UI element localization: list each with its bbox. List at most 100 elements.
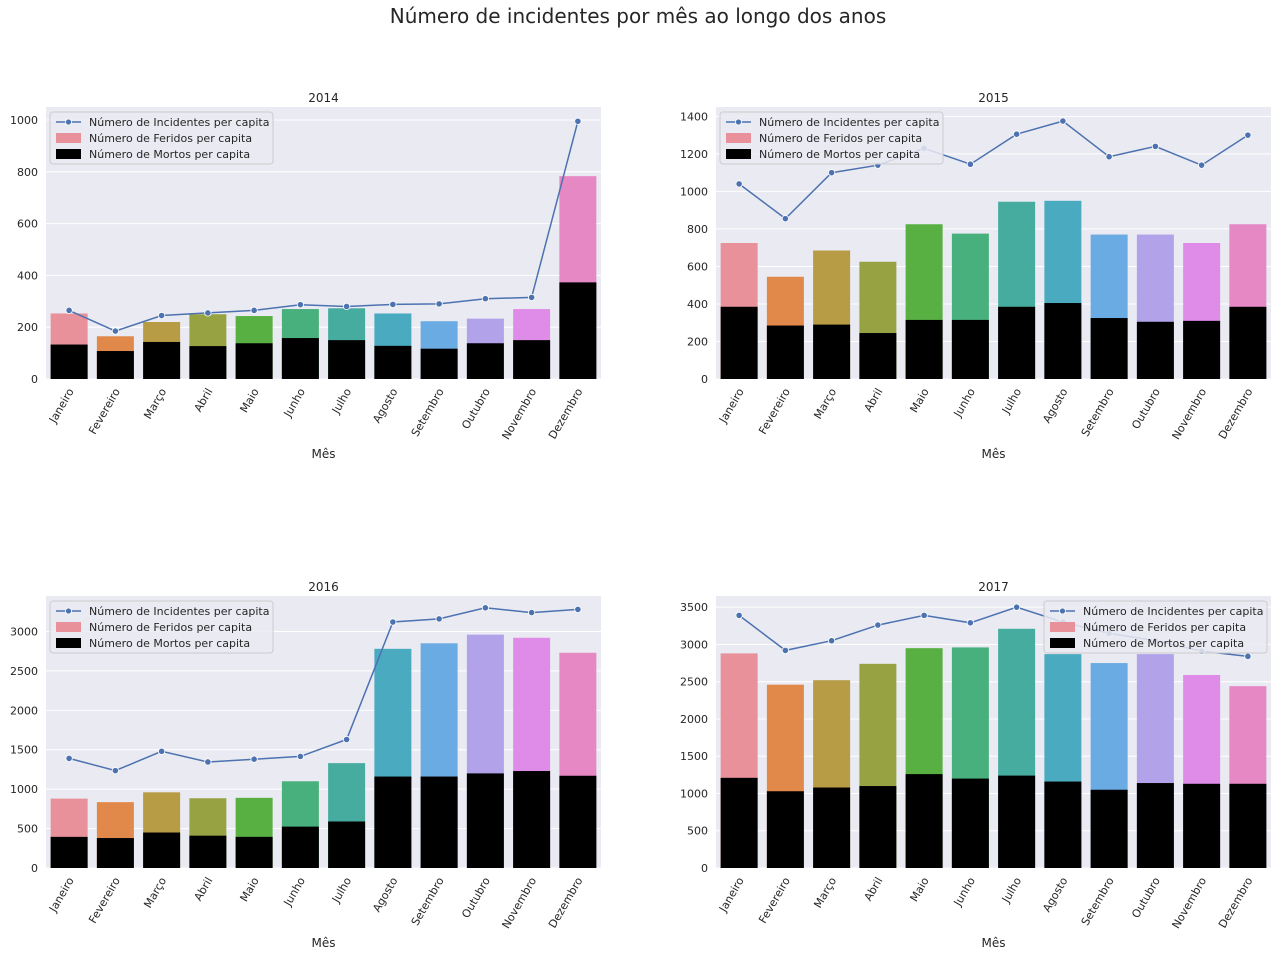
y-tick-label: 500 <box>687 825 708 838</box>
y-tick-label: 0 <box>31 862 38 875</box>
legend-swatch-feridos <box>56 133 81 143</box>
y-tick-label: 3000 <box>10 625 38 638</box>
chart-title: 2015 <box>978 91 1009 105</box>
x-tick-label: Setembro <box>1079 386 1117 439</box>
y-tick-label: 1500 <box>10 744 38 757</box>
legend-frame <box>49 600 274 654</box>
x-tick-label: Março <box>811 386 839 422</box>
x-tick-label: Setembro <box>1079 875 1117 928</box>
point-incidentes-Dezembro <box>1244 131 1252 139</box>
bar-mortos-Janeiro <box>720 777 758 868</box>
legend-marker-swatch <box>65 118 72 126</box>
x-tick-label: Dezembro <box>1216 386 1256 442</box>
y-tick-label: 3000 <box>680 638 708 651</box>
y-tick-label: 1400 <box>680 110 708 123</box>
legend-label-mortos: Número de Mortos per capita <box>89 148 250 161</box>
bar-mortos-Novembro <box>513 340 551 379</box>
y-tick-label: 800 <box>17 166 38 179</box>
y-tick-label: 0 <box>701 862 708 875</box>
x-tick-label: Janeiro <box>46 875 77 915</box>
legend-label-incidentes: Número de Incidentes per capita <box>89 605 269 618</box>
legend-label-mortos: Número de Mortos per capita <box>759 148 920 161</box>
x-tick-label: Fevereiro <box>756 875 793 926</box>
y-tick-label: 1000 <box>680 787 708 800</box>
bar-mortos-Março <box>143 341 181 379</box>
legend-swatch-feridos <box>56 622 81 632</box>
point-incidentes-Maio <box>250 755 258 763</box>
point-incidentes-Agosto <box>389 618 397 626</box>
x-tick-label: Janeiro <box>716 386 747 426</box>
bar-mortos-Dezembro <box>559 282 597 379</box>
x-tick-label: Novembro <box>499 875 539 931</box>
bar-mortos-Abril <box>859 786 897 868</box>
x-tick-label: Julho <box>999 386 1024 417</box>
legend: Número de Incidentes per capita Número de… <box>719 111 944 165</box>
point-incidentes-Outubro <box>481 604 489 612</box>
x-tick-label: Agosto <box>1040 386 1070 426</box>
y-tick-label: 2500 <box>10 665 38 678</box>
point-incidentes-Fevereiro <box>781 646 789 655</box>
x-tick-label: Fevereiro <box>756 386 793 437</box>
legend-marker-swatch <box>735 118 742 126</box>
line-incidentes <box>738 120 1249 220</box>
x-axis-label: Mês <box>982 936 1006 950</box>
point-incidentes-Março <box>828 637 836 645</box>
x-tick-label: Fevereiro <box>86 386 123 437</box>
y-tick-label: 200 <box>17 321 38 334</box>
legend-label-feridos: Número de Feridos per capita <box>1083 621 1246 634</box>
point-incidentes-Junho <box>966 160 974 168</box>
legend-label-feridos: Número de Feridos per capita <box>89 621 252 634</box>
x-tick-label: Dezembro <box>546 386 586 442</box>
y-tick-label: 1000 <box>10 783 38 796</box>
point-incidentes-Setembro <box>1105 153 1113 161</box>
bar-mortos-Abril <box>189 835 227 868</box>
point-incidentes-Julho <box>1013 603 1021 611</box>
x-tick-label: Maio <box>907 875 931 904</box>
bar-mortos-Março <box>813 324 851 379</box>
legend-swatch-mortos <box>726 149 751 159</box>
bar-mortos-Junho <box>281 338 319 379</box>
point-incidentes-Maio <box>250 306 258 314</box>
bar-mortos-Abril <box>859 333 897 379</box>
x-tick-label: Abril <box>192 875 216 903</box>
y-tick-label: 1000 <box>680 185 708 198</box>
x-tick-label: Setembro <box>409 875 447 928</box>
legend-frame <box>1043 600 1268 654</box>
x-tick-label: Agosto <box>370 386 400 426</box>
x-tick-label: Outubro <box>1129 875 1163 921</box>
legend: Número de Incidentes per capita Número de… <box>1043 600 1268 654</box>
legend-label-feridos: Número de Feridos per capita <box>759 132 922 145</box>
point-incidentes-Outubro <box>481 295 489 303</box>
legend-swatch-feridos <box>1050 622 1075 632</box>
y-tick-label: 600 <box>687 260 708 273</box>
x-tick-label: Outubro <box>1129 386 1163 432</box>
x-tick-label: Março <box>811 875 839 911</box>
x-tick-label: Junho <box>951 386 978 420</box>
bar-mortos-Fevereiro <box>96 351 134 379</box>
x-tick-label: Fevereiro <box>86 875 123 926</box>
chart-panels: 0 200 400 600 800 1000 Janeiro Fevereiro Março Ab… <box>10 91 1271 950</box>
legend-label-incidentes: Número de Incidentes per capita <box>1083 605 1263 618</box>
bar-mortos-Setembro <box>1090 318 1128 379</box>
y-tick-label: 800 <box>687 223 708 236</box>
bar-mortos-Maio <box>235 343 273 379</box>
point-incidentes-Novembro <box>528 293 536 301</box>
y-tick-label: 1500 <box>680 750 708 763</box>
point-incidentes-Fevereiro <box>111 327 119 335</box>
bar-mortos-Junho <box>951 319 989 379</box>
point-incidentes-Julho <box>343 735 351 744</box>
x-axis-label: Mês <box>312 936 336 950</box>
x-tick-label: Maio <box>237 386 261 415</box>
bar-mortos-Julho <box>328 340 366 379</box>
chart-title: 2016 <box>308 580 339 594</box>
point-incidentes-Abril <box>204 758 212 766</box>
point-incidentes-Dezembro <box>574 605 582 614</box>
bar-mortos-Outubro <box>1136 321 1174 379</box>
x-tick-label: Abril <box>192 386 216 414</box>
x-tick-label: Novembro <box>1169 386 1209 442</box>
bar-mortos-Dezembro <box>1229 306 1267 379</box>
chart-panel-2016: 0 500 1000 1500 2000 2500 3000 Janeiro Fevereiro… <box>10 580 601 950</box>
bar-mortos-Fevereiro <box>766 791 804 868</box>
point-incidentes-Junho <box>966 619 974 627</box>
bar-mortos-Maio <box>905 319 943 379</box>
